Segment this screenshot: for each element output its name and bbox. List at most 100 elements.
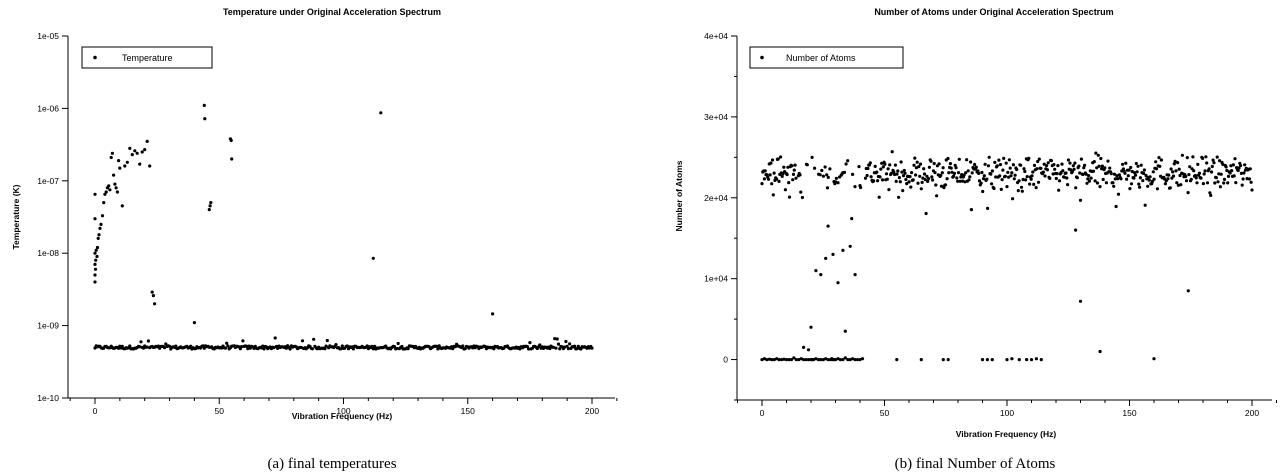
data-point [816, 358, 821, 362]
band-point [986, 206, 990, 210]
band-point [1141, 179, 1145, 183]
data-point [98, 226, 102, 230]
band-point [1024, 178, 1028, 182]
y-tick-label: 1e-09 [37, 321, 59, 331]
band-point [873, 164, 877, 168]
band-point [937, 162, 941, 166]
band-point [1112, 184, 1116, 188]
data-point [148, 164, 152, 168]
band-point [762, 177, 767, 181]
band-point [1115, 174, 1119, 178]
band-point [1209, 193, 1213, 197]
baseline-point [453, 345, 457, 349]
band-point [1112, 172, 1117, 176]
band-point [962, 173, 966, 177]
baseline-point [174, 344, 178, 348]
band-point [805, 163, 809, 167]
band-point [1151, 170, 1155, 174]
band-point [828, 167, 832, 171]
band-point [1027, 156, 1031, 160]
band-point [1081, 172, 1085, 176]
band-point [969, 160, 973, 164]
data-point [782, 357, 786, 361]
band-point [893, 163, 898, 167]
data-point [93, 217, 97, 221]
atoms-y-axis-label: Number of Atoms [674, 160, 684, 231]
data-point [799, 357, 803, 361]
band-point [1195, 181, 1199, 185]
band-point [1126, 174, 1130, 178]
band-point [995, 164, 999, 168]
band-point [969, 208, 974, 212]
band-point [930, 175, 934, 179]
data-point [97, 233, 101, 237]
band-point [935, 194, 939, 198]
data-point [777, 358, 781, 362]
band-point [1106, 159, 1110, 163]
baseline-point [590, 346, 594, 350]
band-point [1171, 174, 1176, 178]
band-point [1139, 163, 1143, 167]
data-point [371, 256, 375, 260]
band-point [958, 179, 962, 183]
band-point [916, 181, 920, 185]
baseline-point [340, 344, 344, 348]
band-point [1078, 171, 1082, 175]
band-point [1008, 166, 1012, 170]
band-point [1052, 163, 1056, 167]
band-point [876, 179, 880, 183]
band-point [915, 160, 919, 164]
band-point [1201, 156, 1205, 160]
band-point [897, 176, 902, 180]
band-point [994, 175, 998, 179]
band-point [1011, 163, 1016, 167]
band-point [931, 178, 935, 182]
band-point [866, 166, 870, 171]
data-point [93, 267, 98, 271]
band-point [1204, 155, 1208, 159]
band-point [910, 171, 914, 175]
band-point [783, 188, 788, 192]
band-point [981, 189, 985, 194]
band-point [1187, 173, 1191, 177]
band-point [865, 173, 869, 178]
data-point [118, 166, 122, 170]
data-point [96, 236, 100, 240]
band-point [787, 181, 791, 185]
band-point [1055, 172, 1059, 176]
baseline-point [436, 347, 440, 351]
band-point [853, 185, 857, 189]
data-point [767, 357, 772, 361]
data-point [100, 214, 105, 218]
band-point [1060, 162, 1064, 166]
band-point [1169, 167, 1173, 171]
baseline-point [240, 345, 244, 349]
band-point [966, 169, 970, 173]
band-point [956, 179, 960, 183]
band-point [880, 178, 885, 182]
band-point [1191, 155, 1195, 159]
data-point [94, 248, 98, 252]
band-point [1113, 177, 1117, 181]
band-point [793, 163, 797, 167]
band-point [905, 182, 909, 186]
band-point [1248, 167, 1252, 171]
band-point [1168, 186, 1172, 190]
band-point [1078, 198, 1083, 202]
band-point [887, 188, 891, 192]
band-point [1000, 178, 1004, 182]
data-point [765, 358, 769, 362]
baseline-point [461, 344, 465, 348]
y-tick-label: 1e-10 [37, 393, 59, 403]
band-point [907, 180, 911, 184]
baseline-point [370, 344, 374, 348]
band-point [1098, 185, 1102, 189]
band-point [1201, 182, 1205, 186]
band-point [1101, 177, 1105, 182]
baseline-point [551, 345, 556, 349]
band-point [1229, 164, 1233, 168]
band-point [954, 166, 958, 170]
band-point [970, 171, 974, 175]
band-point [1213, 181, 1217, 185]
data-point [990, 358, 994, 362]
